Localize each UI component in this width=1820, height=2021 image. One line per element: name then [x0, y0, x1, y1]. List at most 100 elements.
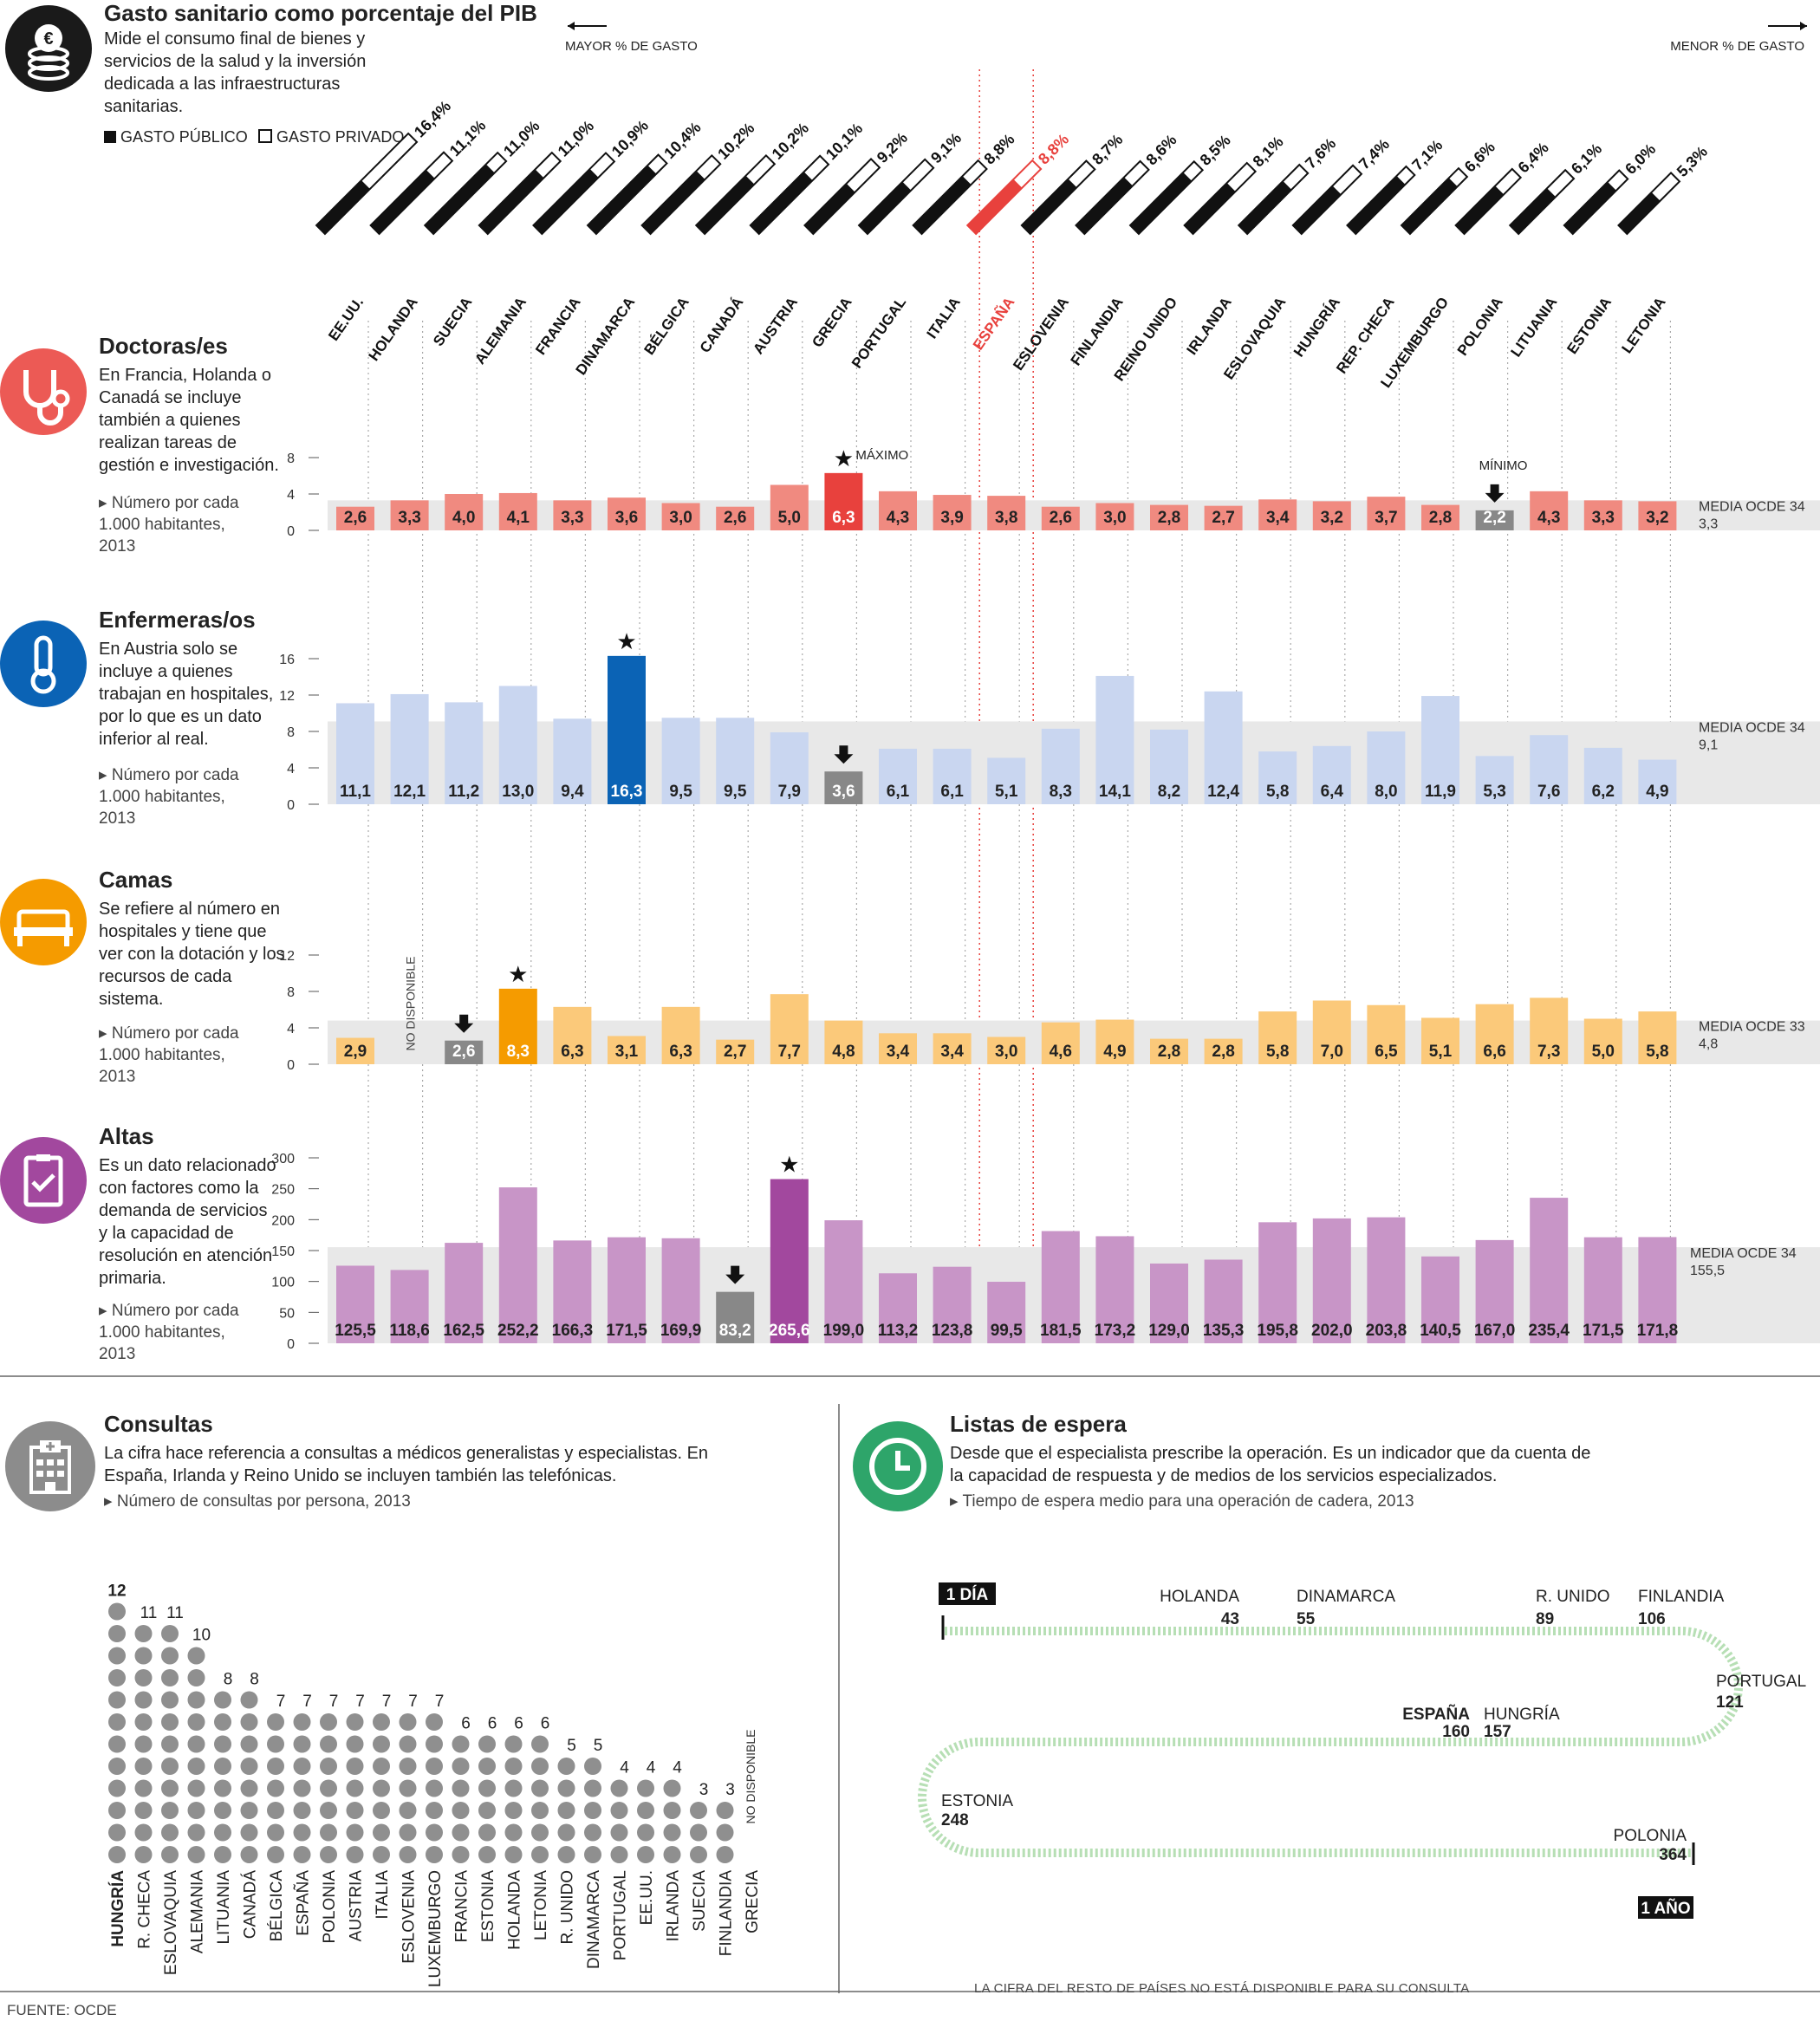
bar-value-label: 6,3 [669, 1043, 692, 1061]
gdp-bar: 11,1% [369, 117, 489, 236]
consulta-dot [399, 1779, 417, 1797]
consulta-dot [373, 1735, 390, 1753]
wait-days: 106 [1638, 1610, 1666, 1628]
consulta-dot [637, 1802, 654, 1819]
consulta-dot [478, 1823, 496, 1842]
bar [1421, 1017, 1459, 1064]
bar-value-label: 11,1 [340, 783, 371, 801]
gdp-bar-public [804, 183, 855, 234]
bar-value-label: 5,1 [995, 783, 1018, 801]
consulta-value: 6 [488, 1715, 497, 1733]
bar [1095, 1019, 1134, 1064]
consulta-dot [108, 1602, 126, 1621]
gdp-bar: 7,1% [1346, 136, 1446, 236]
bar [987, 757, 1026, 804]
consulta-dot [187, 1779, 205, 1797]
bar-value-label: 13,0 [502, 783, 534, 801]
gdp-bar-public [641, 171, 705, 234]
bar-value-label: 7,7 [778, 1043, 801, 1061]
wait-days: 248 [941, 1811, 969, 1829]
consulta-dot [108, 1823, 126, 1842]
consulta-dot [187, 1647, 205, 1665]
bar-value-label: 99,5 [991, 1322, 1023, 1340]
bar-value-label: 4,6 [1050, 1043, 1072, 1061]
consulta-dot [267, 1735, 284, 1753]
bar-value-label: 4,0 [452, 509, 475, 527]
consulta-dot [399, 1713, 417, 1731]
wait-country: PORTUGAL [1716, 1673, 1806, 1691]
beds-unit: ▸ Número por cada 1.000 habitantes, 2013 [99, 1024, 239, 1086]
consulta-dot [108, 1758, 126, 1775]
gdp-bar: 10,9% [532, 117, 652, 236]
bar-value-label: 199,0 [823, 1322, 865, 1340]
consulta-dot [134, 1846, 153, 1863]
bar [1204, 691, 1243, 804]
gdp-bar: 7,4% [1291, 135, 1393, 236]
consulta-dot [426, 1713, 443, 1731]
min-arrow [725, 1265, 745, 1284]
consulta-country: LITUANIA [215, 1870, 233, 1945]
bar-value-label: 135,3 [1203, 1322, 1245, 1340]
consulta-dot [240, 1823, 258, 1842]
bar [879, 1033, 917, 1064]
nurses-title: Enfermeras/os [99, 607, 256, 633]
consulta-dot [187, 1758, 205, 1775]
consulta-dot [663, 1802, 681, 1819]
bar [336, 1265, 374, 1343]
consulta-dot [346, 1713, 364, 1731]
country-label: ITALIA [924, 294, 964, 341]
bar-value-label: 3,4 [887, 1043, 910, 1061]
wait-country: HUNGRÍA [1484, 1706, 1560, 1724]
bar [824, 771, 863, 804]
consulta-country: POLONIA [321, 1870, 339, 1944]
tick-label: 300 [271, 1152, 295, 1166]
bar-value-label: 2,2 [1483, 509, 1505, 527]
consulta-dot [452, 1735, 470, 1753]
bar [879, 491, 917, 530]
bar [879, 1273, 917, 1343]
bar [1530, 491, 1569, 530]
start-label: 1 DÍA [946, 1585, 989, 1604]
bar-value-label: 203,8 [1366, 1322, 1407, 1340]
gdp-value-label: 10,1% [822, 120, 866, 163]
bar [879, 748, 917, 804]
bar-value-label: 173,2 [1095, 1322, 1136, 1340]
bar-value-label: 3,4 [940, 1043, 964, 1061]
min-label: MÍNIMO [1479, 458, 1528, 473]
consulta-value: 7 [408, 1693, 418, 1711]
consulta-dot [478, 1735, 496, 1753]
consulta-dot [267, 1713, 284, 1731]
bar [770, 994, 809, 1064]
consulta-country: DINAMARCA [585, 1870, 603, 1969]
consulta-dot [399, 1758, 417, 1775]
consulta-dot [637, 1779, 654, 1797]
consulta-dot [504, 1779, 523, 1797]
consulta-country: ESLOVENIA [400, 1870, 419, 1964]
consulta-dot [293, 1779, 311, 1797]
consulta-dot [108, 1735, 126, 1753]
consulta-value: 7 [302, 1693, 312, 1711]
bar-value-label: 2,9 [344, 1043, 367, 1061]
bar-value-label: 3,3 [398, 509, 420, 527]
max-star: ★ [508, 961, 528, 987]
wait-days: 364 [1659, 1846, 1687, 1864]
max-star: ★ [616, 628, 636, 654]
bar-value-label: 2,6 [1050, 509, 1072, 527]
min-arrow [454, 1014, 474, 1033]
gdp-bar: 8,7% [1020, 131, 1126, 236]
consulta-dot [187, 1846, 205, 1863]
consulta-dot [320, 1758, 337, 1775]
consulta-dot [399, 1802, 417, 1819]
consulta-dot [161, 1823, 179, 1842]
consulta-value: 7 [329, 1693, 339, 1711]
consulta-dot [373, 1758, 390, 1775]
consulta-dot [320, 1823, 337, 1842]
bar [553, 1006, 592, 1064]
bar [608, 1036, 646, 1064]
gdp-bar-public [425, 164, 495, 234]
bar-value-label: 8,3 [1050, 783, 1072, 801]
consulta-dot [240, 1779, 258, 1797]
consulta-dot [478, 1802, 496, 1819]
consulta-dot [161, 1691, 179, 1709]
gdp-bar: 8,8% [912, 130, 1018, 236]
